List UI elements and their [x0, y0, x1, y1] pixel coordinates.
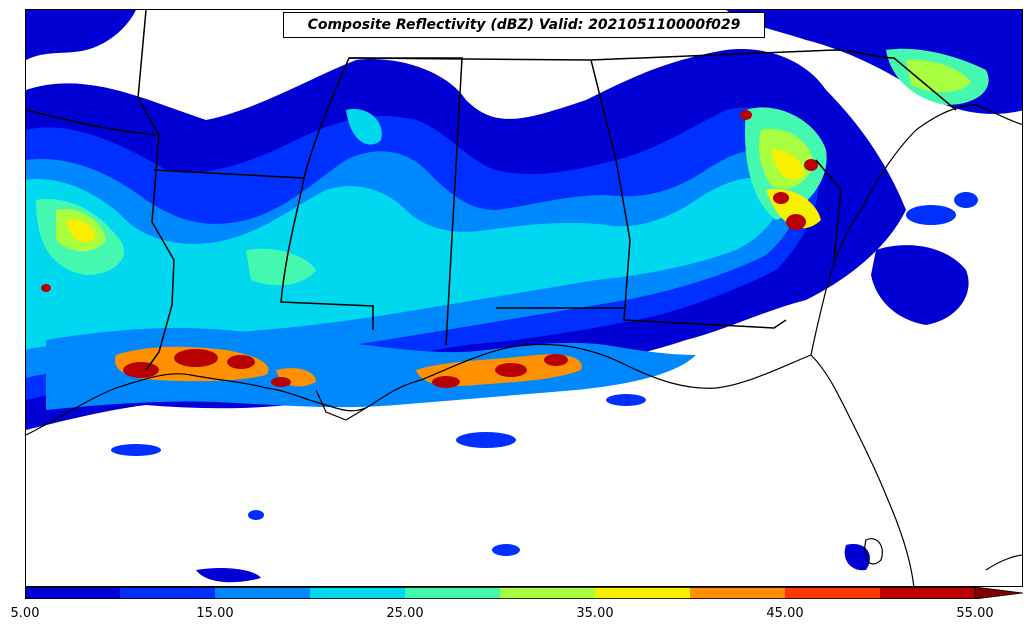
colorbar-segment	[405, 587, 501, 599]
coastline	[26, 104, 1022, 586]
colorbar-segment	[120, 587, 216, 599]
colorbar-tick-label: 55.00	[956, 606, 994, 621]
colorbar-extend-arrow	[974, 587, 1023, 599]
colorbar	[25, 587, 1023, 599]
colorbar-segment	[215, 587, 311, 599]
colorbar-tick-label: 15.00	[196, 606, 234, 621]
colorbar-segment	[310, 587, 406, 599]
reflectivity-map	[25, 9, 1023, 587]
colorbar-segment	[690, 587, 786, 599]
colorbar-segment	[25, 587, 121, 599]
colorbar-tick-label: 35.00	[576, 606, 614, 621]
colorbar-segment	[595, 587, 691, 599]
reflectivity-echoes	[26, 10, 1022, 583]
colorbar-tick-label: 45.00	[766, 606, 804, 621]
colorbar-tick-label: 5.00	[10, 606, 40, 621]
colorbar-outline	[25, 587, 976, 599]
map-title: Composite Reflectivity (dBZ) Valid: 2021…	[283, 12, 765, 38]
map-canvas	[26, 10, 1022, 586]
state-borders	[26, 10, 957, 371]
colorbar-segment	[785, 587, 881, 599]
colorbar-tick-label: 25.00	[386, 606, 424, 621]
colorbar-segment	[500, 587, 596, 599]
colorbar-segment	[880, 587, 976, 599]
